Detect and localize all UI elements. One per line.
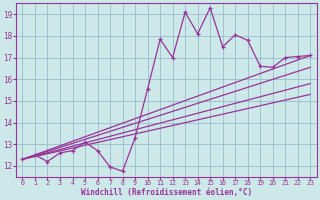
X-axis label: Windchill (Refroidissement éolien,°C): Windchill (Refroidissement éolien,°C) [81,188,252,197]
